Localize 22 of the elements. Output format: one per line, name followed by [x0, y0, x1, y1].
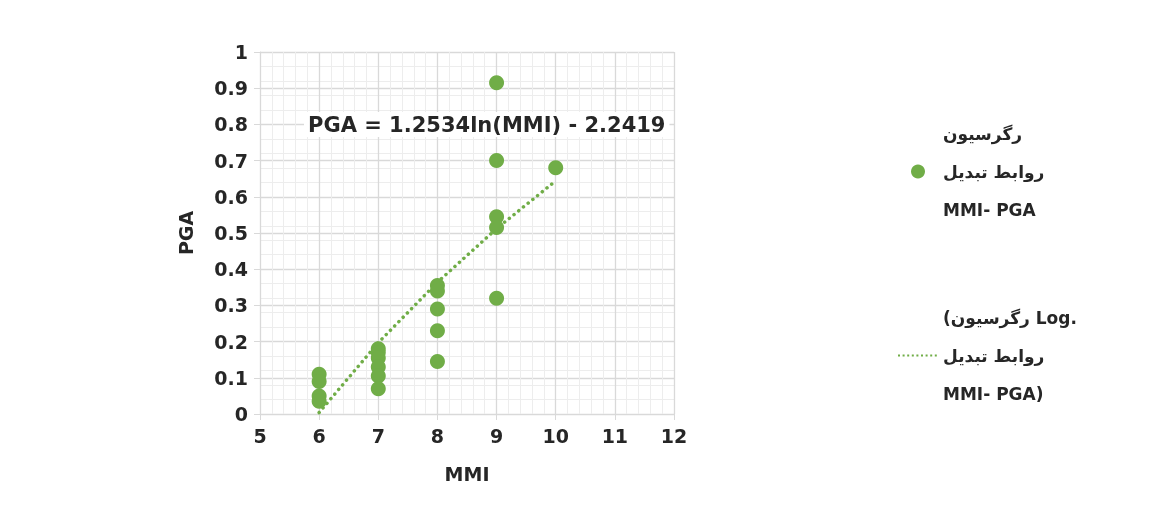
y-tick-label: 0: [234, 403, 248, 425]
y-tick-label: 0.1: [214, 366, 248, 389]
x-tick-label: 8: [430, 424, 445, 447]
y-tick-label: 0.3: [214, 294, 248, 317]
x-tick-label: 6: [312, 424, 326, 447]
y-tick-label: 0.8: [214, 113, 248, 136]
y-tick-label: 0.2: [214, 330, 248, 353]
y-tick-label: 1: [234, 41, 248, 63]
x-tick-label: 12: [660, 424, 688, 447]
y-tick-label: 0.7: [214, 149, 248, 172]
x-axis-title: MMI: [444, 462, 490, 485]
annotation: PGA = 1.2534ln(MMI) - 2.2419: [308, 112, 666, 137]
y-tick-label: 0.9: [214, 77, 248, 100]
x-tick-label: 7: [371, 424, 385, 447]
y-tick-label: 0.5: [214, 222, 248, 244]
x-tick-label: 10: [542, 424, 569, 447]
x-tick-label: 9: [489, 424, 504, 447]
x-tick-label: 11: [601, 424, 629, 447]
y-axis-title: PGA: [174, 210, 197, 256]
y-tick-label: 0.6: [214, 185, 248, 208]
x-tick-label: 5: [253, 424, 267, 447]
y-tick-label: 0.4: [214, 258, 248, 281]
